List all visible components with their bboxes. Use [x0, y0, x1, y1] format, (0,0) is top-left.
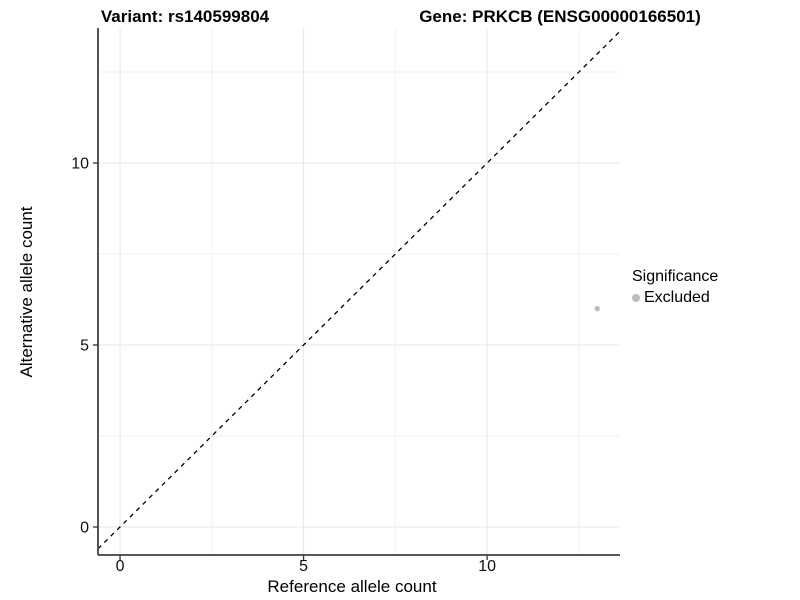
axis-tick-marks: [93, 162, 488, 560]
legend-title: Significance: [632, 268, 719, 285]
x-tick-label: 0: [116, 558, 125, 575]
legend: Significance Excluded: [632, 267, 718, 307]
data-points: [594, 305, 600, 312]
major-gridlines: [98, 28, 620, 555]
x-tick-label: 10: [478, 558, 496, 575]
plot-title-variant: Variant: rs140599804: [101, 7, 270, 26]
identity-dashed-line: [97, 30, 621, 550]
legend-point-swatch: [632, 293, 640, 302]
x-axis-title: Reference allele count: [267, 577, 436, 596]
y-tick-label: 0: [80, 519, 89, 536]
y-axis-title: Alternative allele count: [17, 206, 36, 377]
legend-item-label: Excluded: [644, 289, 710, 306]
y-tick-label: 5: [80, 338, 89, 355]
y-tick-label: 10: [71, 156, 89, 173]
legend-item-excluded: Excluded: [632, 288, 718, 307]
data-point: [594, 305, 600, 312]
minor-gridlines: [98, 28, 620, 555]
plot-title-gene: Gene: PRKCB (ENSG00000166501): [419, 7, 701, 26]
x-tick-label: 5: [299, 558, 308, 575]
axis-tick-labels: 0 5 10 0 5 10: [71, 156, 496, 575]
